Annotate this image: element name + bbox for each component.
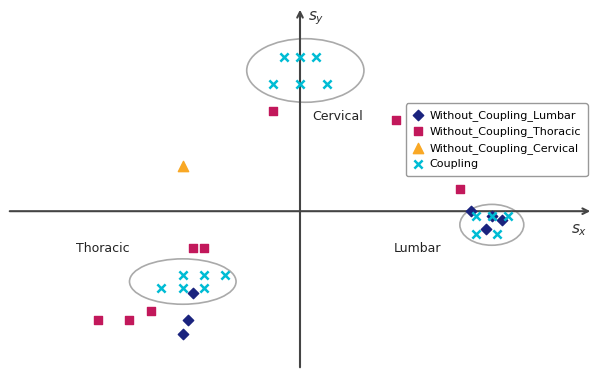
Coupling <box>295 81 305 87</box>
Text: $s_y$: $s_y$ <box>308 9 325 27</box>
Without_Coupling_Lumbar <box>482 226 491 232</box>
Without_Coupling_Lumbar <box>466 208 475 214</box>
Coupling <box>199 285 209 291</box>
Coupling <box>471 213 481 219</box>
Coupling <box>487 213 497 219</box>
Without_Coupling_Lumbar <box>487 213 497 219</box>
Text: Cervical: Cervical <box>312 110 362 123</box>
Coupling <box>311 54 321 60</box>
Without_Coupling_Thoracic <box>125 317 134 323</box>
Coupling <box>503 213 512 219</box>
Without_Coupling_Lumbar <box>188 290 198 296</box>
Without_Coupling_Thoracic <box>445 163 454 169</box>
Coupling <box>295 54 305 60</box>
Coupling <box>279 54 289 60</box>
Text: $s_x$: $s_x$ <box>571 222 588 238</box>
Coupling <box>157 285 166 291</box>
Coupling <box>178 285 188 291</box>
Coupling <box>322 81 331 87</box>
Coupling <box>269 81 278 87</box>
Without_Coupling_Thoracic <box>412 145 422 151</box>
Without_Coupling_Lumbar <box>497 217 507 223</box>
Coupling <box>178 272 188 278</box>
Coupling <box>221 272 230 278</box>
Text: Thoracic: Thoracic <box>76 242 130 255</box>
Without_Coupling_Thoracic <box>146 308 155 314</box>
Without_Coupling_Thoracic <box>455 185 464 192</box>
Without_Coupling_Lumbar <box>178 331 188 337</box>
Without_Coupling_Lumbar <box>184 317 193 323</box>
Legend: Without_Coupling_Lumbar, Without_Coupling_Thoracic, Without_Coupling_Cervical, C: Without_Coupling_Lumbar, Without_Couplin… <box>406 103 587 176</box>
Coupling <box>471 231 481 237</box>
Without_Coupling_Thoracic <box>391 117 401 123</box>
Coupling <box>199 272 209 278</box>
Without_Coupling_Thoracic <box>269 108 278 114</box>
Without_Coupling_Cervical <box>178 163 188 169</box>
Text: Lumbar: Lumbar <box>394 242 441 255</box>
Without_Coupling_Thoracic <box>188 245 198 251</box>
Coupling <box>493 231 502 237</box>
Without_Coupling_Thoracic <box>93 317 103 323</box>
Without_Coupling_Thoracic <box>199 245 209 251</box>
